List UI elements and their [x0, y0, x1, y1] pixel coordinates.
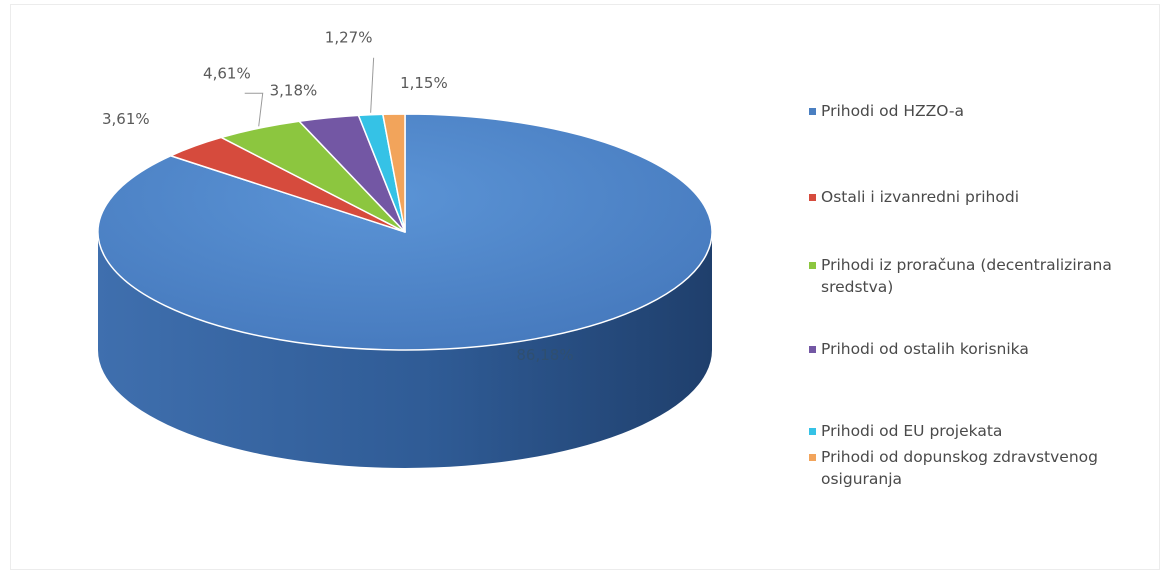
- legend-item-4: Prihodi od EU projekata: [805, 420, 1155, 442]
- legend-label: Ostali i izvanredni prihodi: [821, 188, 1019, 206]
- leader-line-2: [244, 92, 264, 127]
- leader-line-4: [370, 57, 375, 113]
- data-label-1: 3,61%: [102, 110, 150, 128]
- pie-data-labels: 3,61% 4,61% 3,18% 1,27% 1,15% 86,18%: [102, 29, 574, 364]
- legend-swatch: [809, 346, 816, 353]
- data-label-4: 1,27%: [325, 29, 373, 47]
- pie-slices: [97, 113, 713, 351]
- data-label-2: 4,61%: [203, 64, 251, 82]
- legend-swatch: [809, 428, 816, 435]
- legend-item-5: Prihodi od dopunskog zdravstvenog osigur…: [805, 446, 1155, 490]
- pie-leader-lines: [244, 57, 375, 127]
- legend-swatch: [809, 454, 816, 461]
- legend-label: Prihodi iz proračuna (decentralizirana s…: [821, 256, 1112, 296]
- legend-item-1: Ostali i izvanredni prihodi: [805, 186, 1155, 208]
- legend-swatch: [809, 194, 816, 201]
- legend-item-3: Prihodi od ostalih korisnika: [805, 338, 1155, 360]
- legend-label: Prihodi od EU projekata: [821, 422, 1003, 440]
- chart-frame: [10, 4, 1160, 570]
- data-label-5: 1,15%: [400, 74, 448, 92]
- data-label-3: 3,18%: [270, 82, 318, 100]
- legend-label: Prihodi od dopunskog zdravstvenog osigur…: [821, 448, 1098, 488]
- data-label-0: 86,18%: [516, 346, 573, 364]
- legend-item-0: Prihodi od HZZO-a: [805, 100, 1155, 122]
- legend-item-2: Prihodi iz proračuna (decentralizirana s…: [805, 254, 1155, 298]
- legend-swatch: [809, 108, 816, 115]
- legend-swatch: [809, 262, 816, 269]
- pie-slice-5: [382, 113, 406, 233]
- legend-label: Prihodi od ostalih korisnika: [821, 340, 1029, 358]
- legend-label: Prihodi od HZZO-a: [821, 102, 964, 120]
